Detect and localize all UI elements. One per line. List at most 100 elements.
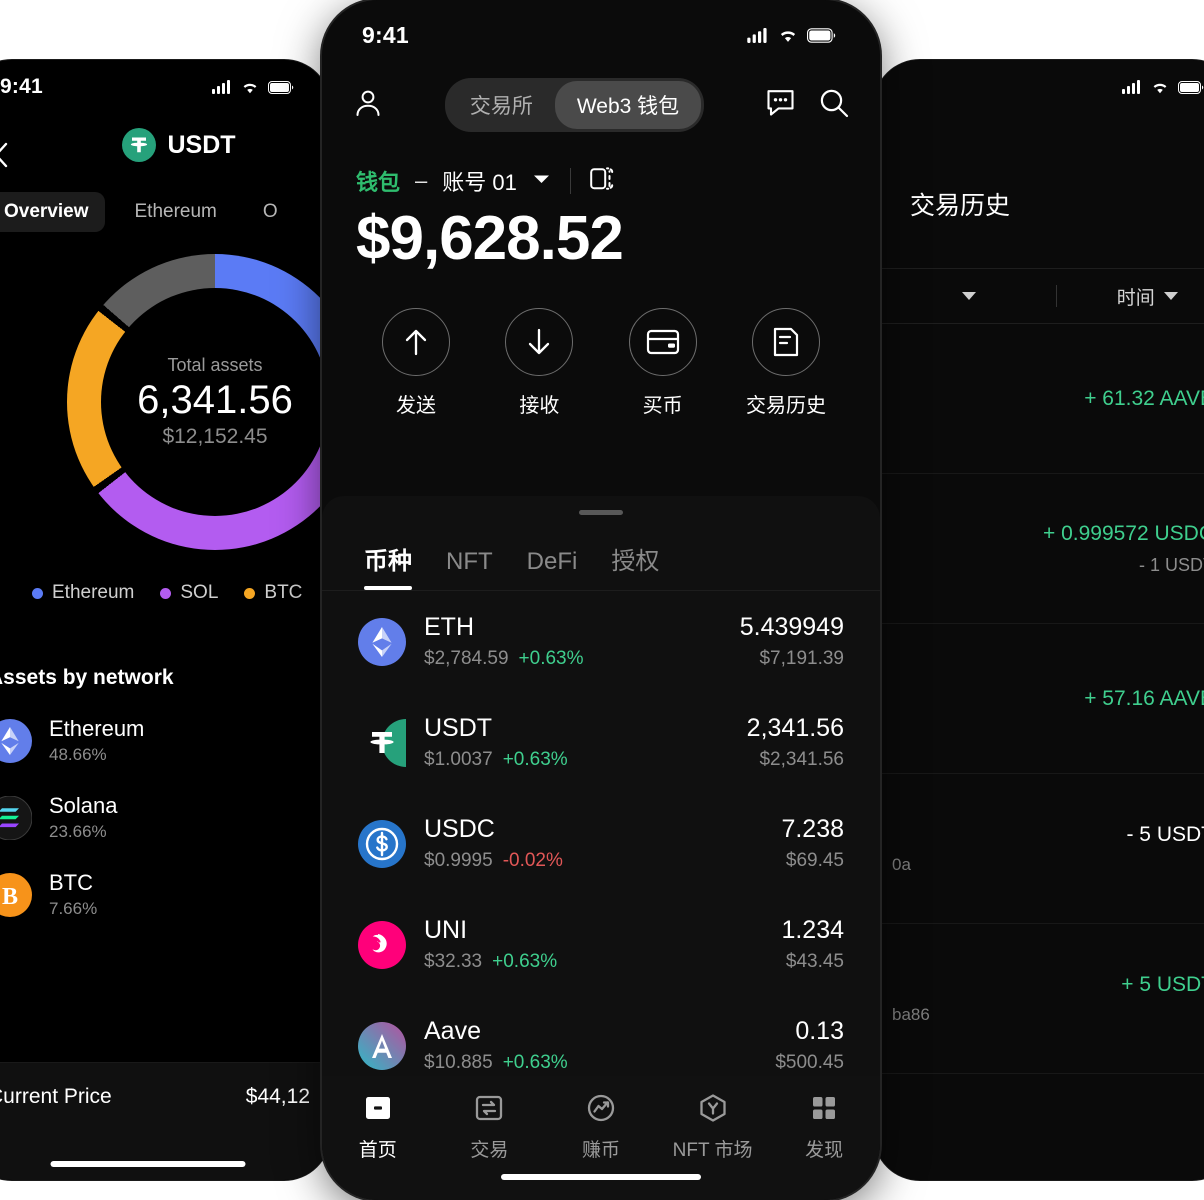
cellular-icon	[1122, 80, 1140, 94]
document-icon	[751, 308, 820, 376]
status-time: 9:41	[0, 75, 43, 98]
copy-address-button[interactable]	[590, 164, 615, 197]
tabbar-item-trade[interactable]: 交易	[434, 1090, 546, 1162]
token-row-uni[interactable]: UNI $32.33 +0.63% 1.234 $43.45	[358, 894, 844, 995]
left-tabs: Overview Ethereum O	[0, 180, 330, 232]
transaction-amount: + 61.32 AAVE	[1084, 386, 1204, 410]
status-indicators	[747, 27, 836, 43]
transaction-amount: + 5 USDT	[1121, 972, 1204, 996]
token-quantity: 7.238	[781, 815, 844, 843]
token-change: -0.02%	[502, 850, 563, 871]
battery-icon	[268, 80, 294, 94]
token-fiat-value: $69.45	[785, 850, 844, 871]
cellular-icon	[212, 80, 230, 94]
token-row-aave[interactable]: Aave $10.885 +0.63% 0.13 $500.45	[358, 995, 844, 1096]
action-send[interactable]: 发送	[360, 308, 472, 418]
action-buy[interactable]: 买币	[607, 308, 719, 418]
account-divider	[569, 167, 571, 194]
chevron-down-icon	[1163, 292, 1178, 300]
filter-type[interactable]	[874, 269, 1056, 323]
tabbar-item-nft-market[interactable]: NFT 市场	[657, 1090, 769, 1162]
tabbar-item-home[interactable]: 首页	[322, 1090, 434, 1162]
network-row-ethereum[interactable]: Ethereum 48.66%	[0, 702, 330, 779]
token-info: UNI $32.33 +0.63%	[424, 916, 781, 973]
current-price-bar: Current Price $44,12	[0, 1062, 330, 1180]
chat-button[interactable]	[765, 87, 796, 123]
tab-ethereum[interactable]: Ethereum	[134, 201, 217, 222]
tab-other[interactable]: O	[262, 201, 278, 222]
action-label: 发送	[396, 395, 436, 417]
center-topbar: 交易所 Web3 钱包	[322, 70, 880, 132]
tabbar-item-discover[interactable]: 发现	[768, 1090, 880, 1162]
token-fiat-value: $7,191.39	[759, 648, 844, 669]
status-indicators	[1122, 80, 1204, 94]
account-selector[interactable]: 钱包 – 账号 01	[322, 132, 880, 197]
action-receive[interactable]: 接收	[483, 308, 595, 418]
tab-defi[interactable]: DeFi	[526, 548, 578, 575]
tabbar-label: 赚币	[581, 1140, 620, 1161]
token-row-usdc[interactable]: USDC $0.9995 -0.02% 7.238 $69.45	[358, 793, 844, 894]
tab-overview[interactable]: Overview	[0, 192, 105, 232]
person-icon	[356, 90, 380, 116]
account-label: 账号 01	[442, 169, 517, 195]
wifi-icon	[780, 30, 796, 42]
mode-segmented-control: 交易所 Web3 钱包	[444, 78, 705, 132]
tab-nft[interactable]: NFT	[446, 548, 493, 575]
discover-icon	[813, 1097, 836, 1119]
token-fiat-value: $2,341.56	[759, 749, 844, 770]
bitcoin-icon: B	[0, 872, 32, 917]
network-pct: 48.66%	[49, 745, 107, 764]
tab-approvals[interactable]: 授权	[611, 548, 660, 575]
search-button[interactable]	[818, 87, 850, 124]
token-info: USDT $1.0037 +0.63%	[424, 714, 747, 771]
transaction-row[interactable]: + 0.999572 USDC - 1 USDT	[874, 474, 1204, 624]
sheet-grabber[interactable]	[579, 510, 623, 515]
arrow-down-icon	[505, 308, 574, 376]
network-info-btc: BTC 7.66%	[49, 870, 97, 919]
donut-chart: Total assets 6,341.56 $12,152.45	[0, 254, 330, 572]
donut-center-labels: Total assets 6,341.56 $12,152.45	[67, 254, 330, 550]
transaction-list: + 61.32 AAVE + 0.999572 USDC - 1 USDT + …	[874, 324, 1204, 1074]
token-change: +0.63%	[518, 648, 584, 669]
transaction-row[interactable]: + 5 USDT ba86	[874, 924, 1204, 1074]
tabbar-label: 首页	[358, 1140, 397, 1161]
current-price-label: Current Price	[0, 1085, 112, 1108]
search-icon	[820, 89, 849, 117]
aave-icon	[358, 1021, 406, 1070]
nft-icon	[699, 1094, 726, 1122]
token-fiat-value: $500.45	[775, 1052, 844, 1073]
action-history[interactable]: 交易历史	[730, 308, 842, 418]
token-row-usdt[interactable]: USDT $1.0037 +0.63% 2,341.56 $2,341.56	[358, 692, 844, 793]
wifi-icon	[243, 83, 257, 93]
transaction-row[interactable]: + 61.32 AAVE	[874, 324, 1204, 474]
profile-button[interactable]	[352, 87, 384, 124]
battery-icon	[1178, 80, 1204, 94]
token-price-row: $32.33 +0.63%	[424, 951, 781, 973]
segment-web3-wallet[interactable]: Web3 钱包	[554, 81, 702, 129]
network-row-solana[interactable]: Solana 23.66%	[0, 779, 330, 856]
network-info-solana: Solana 23.66%	[49, 793, 118, 842]
filter-time[interactable]: 时间	[1057, 269, 1204, 323]
legend-item-btc: BTC	[244, 582, 302, 604]
bottom-tabbar: 首页 交易 赚币 NFT 市场 发现	[322, 1076, 880, 1200]
exchange-icon	[476, 1095, 503, 1121]
tabbar-item-earn[interactable]: 赚币	[545, 1090, 657, 1162]
battery-icon	[807, 27, 836, 43]
network-row-btc[interactable]: B BTC 7.66%	[0, 856, 330, 933]
segment-exchange[interactable]: 交易所	[469, 95, 533, 118]
token-row-eth[interactable]: ETH $2,784.59 +0.63% 5.439949 $7,191.39	[358, 591, 844, 692]
token-symbol: Aave	[424, 1017, 481, 1045]
transaction-row[interactable]: + 57.16 AAVE	[874, 624, 1204, 774]
token-price: $32.33	[424, 951, 483, 972]
tab-tokens[interactable]: 币种	[364, 541, 412, 590]
legend-item-sol: SOL	[160, 582, 218, 604]
filter-time-label: 时间	[1116, 287, 1155, 309]
transaction-row[interactable]: - 5 USDT 0a	[874, 774, 1204, 924]
wifi-icon	[1153, 83, 1167, 93]
network-name: Ethereum	[49, 716, 145, 741]
filter-divider	[1055, 285, 1057, 307]
home-indicator	[501, 1174, 701, 1180]
center-statusbar: 9:41	[322, 0, 880, 70]
left-phone-usdt-overview: 9:41 USDT Overview	[0, 60, 330, 1180]
back-button[interactable]	[0, 141, 9, 169]
